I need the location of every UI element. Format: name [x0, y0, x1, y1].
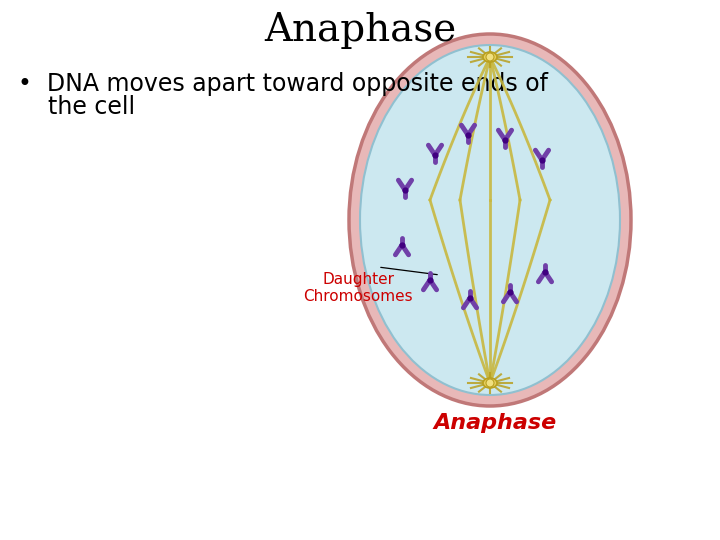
Text: •  DNA moves apart toward opposite ends of: • DNA moves apart toward opposite ends o…: [18, 72, 548, 96]
Circle shape: [486, 379, 494, 387]
Text: Anaphase: Anaphase: [433, 413, 557, 433]
Ellipse shape: [483, 378, 497, 388]
Ellipse shape: [349, 34, 631, 406]
Circle shape: [486, 53, 494, 61]
Text: Anaphase: Anaphase: [264, 12, 456, 49]
Text: the cell: the cell: [18, 95, 135, 119]
Ellipse shape: [483, 52, 497, 62]
Ellipse shape: [360, 45, 620, 395]
Text: Daughter
Chromosomes: Daughter Chromosomes: [303, 272, 413, 305]
